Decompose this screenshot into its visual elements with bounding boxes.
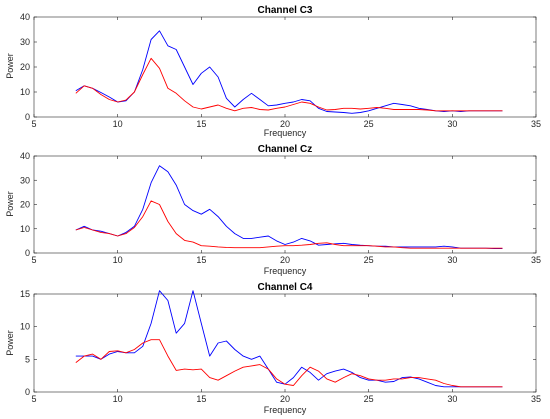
y-tick-label: 5 xyxy=(25,354,30,364)
x-tick-label: 35 xyxy=(531,119,541,129)
y-axis-label: Power xyxy=(5,191,15,217)
y-tick-label: 20 xyxy=(20,62,30,72)
x-tick-label: 20 xyxy=(280,119,290,129)
panel-channel-c3: Channel C3 Frequency Power 5 10 15 20 25 30 35… xyxy=(5,5,541,138)
y-tick-label: 40 xyxy=(20,12,30,22)
x-axis-label: Frequency xyxy=(264,266,307,276)
chart-title: Channel C4 xyxy=(257,282,312,293)
x-tick-label: 35 xyxy=(531,255,541,265)
plot-area xyxy=(34,294,536,392)
y-tick-label: 30 xyxy=(20,175,30,185)
x-tick-label: 10 xyxy=(113,119,123,129)
chart-title: Channel C3 xyxy=(257,5,312,16)
x-tick-label: 5 xyxy=(31,394,36,404)
panel-channel-c4: Channel C4 Frequency Power 5 10 15 20 25 30 35… xyxy=(5,282,541,415)
x-tick-label: 25 xyxy=(364,394,374,404)
x-axis-label: Frequency xyxy=(264,405,307,415)
y-tick-label: 0 xyxy=(25,248,30,258)
x-tick-label: 30 xyxy=(447,394,457,404)
x-tick-label: 25 xyxy=(364,119,374,129)
x-tick-label: 30 xyxy=(447,255,457,265)
plot-area xyxy=(34,156,536,253)
x-tick-label: 5 xyxy=(31,255,36,265)
x-tick-label: 25 xyxy=(364,255,374,265)
x-tick-label: 15 xyxy=(196,255,206,265)
y-tick-label: 30 xyxy=(20,37,30,47)
chart-title: Channel Cz xyxy=(258,144,312,155)
y-axis-label: Power xyxy=(5,330,15,356)
x-tick-label: 20 xyxy=(280,394,290,404)
y-tick-label: 10 xyxy=(20,322,30,332)
y-tick-label: 15 xyxy=(20,289,30,299)
y-tick-label: 10 xyxy=(20,224,30,234)
x-tick-label: 10 xyxy=(113,255,123,265)
x-tick-label: 35 xyxy=(531,394,541,404)
y-axis-label: Power xyxy=(5,53,15,79)
x-axis-label: Frequency xyxy=(264,128,307,138)
panel-channel-cz: Channel Cz Frequency Power 5 10 15 20 25 30 35… xyxy=(5,144,541,276)
y-tick-label: 40 xyxy=(20,151,30,161)
plot-area xyxy=(34,17,536,117)
y-tick-label: 0 xyxy=(25,387,30,397)
y-tick-label: 0 xyxy=(25,112,30,122)
x-tick-label: 30 xyxy=(447,119,457,129)
x-tick-label: 5 xyxy=(31,119,36,129)
y-tick-label: 10 xyxy=(20,87,30,97)
x-tick-label: 10 xyxy=(113,394,123,404)
x-tick-label: 20 xyxy=(280,255,290,265)
x-tick-label: 15 xyxy=(196,394,206,404)
x-tick-label: 15 xyxy=(196,119,206,129)
y-tick-label: 20 xyxy=(20,200,30,210)
